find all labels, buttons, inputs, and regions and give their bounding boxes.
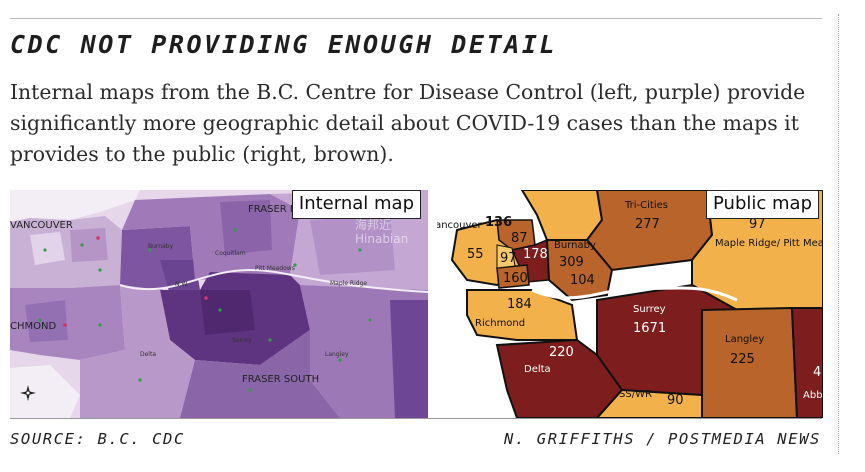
public-label-surrey: Surrey xyxy=(633,304,666,315)
public-value-new-west: 104 xyxy=(570,273,595,288)
internal-label-coquitlam: Coquitlam xyxy=(215,250,246,257)
internal-label-pitt-meadows: Pitt Meadows xyxy=(255,265,295,272)
footer-source: SOURCE: B.C. CDC xyxy=(10,430,185,448)
subhead: Internal maps from the B.C. Centre for D… xyxy=(10,80,806,166)
public-value-maple-ridge: 97 xyxy=(749,217,766,232)
right-dotted-rule xyxy=(838,14,839,454)
internal-label-fraser-north: FRASER N xyxy=(248,204,297,215)
internal-map-tag: Internal map xyxy=(291,190,421,219)
public-label-delta: Delta xyxy=(524,364,551,375)
public-value-van-a: 55 xyxy=(467,247,484,262)
headline: CDC NOT PROVIDING ENOUGH DETAIL xyxy=(10,30,558,59)
public-label-tri-cities: Tri-Cities xyxy=(624,200,668,211)
public-label-richmond: Richmond xyxy=(475,318,525,329)
internal-map: VANCOUVER CHMOND FRASER N FRASER SOUTH B… xyxy=(10,190,428,418)
internal-label-surrey: Surrey xyxy=(232,337,252,344)
internal-map-svg: VANCOUVER CHMOND FRASER N FRASER SOUTH B… xyxy=(10,190,428,418)
public-label-burnaby: Burnaby xyxy=(554,240,596,251)
public-value-van-e: 160 xyxy=(503,271,528,286)
internal-label-vancouver: VANCOUVER xyxy=(10,220,73,231)
public-map-tag: Public map xyxy=(706,190,819,219)
internal-label-fraser-south: FRASER SOUTH xyxy=(242,374,319,385)
internal-label-burnaby: Burnaby xyxy=(148,243,174,250)
public-value-van-b: 97 xyxy=(500,251,517,266)
public-value-burnaby: 309 xyxy=(559,255,584,270)
public-label-vancouver: Vancouver xyxy=(437,220,483,231)
public-map-svg: Vancouver 136 55 97 87 178 160 Burnaby 3… xyxy=(437,190,823,418)
public-label-langley: Langley xyxy=(725,334,764,345)
public-value-ss-wr: 90 xyxy=(667,393,684,408)
public-label-maple-ridge: Maple Ridge/ Pitt Meadows xyxy=(715,238,823,249)
public-value-vancouver: 136 xyxy=(485,215,512,230)
footer-credit: N. GRIFFITHS / POSTMEDIA NEWS xyxy=(503,430,821,448)
compass-rose-icon xyxy=(20,385,36,401)
public-value-van-d: 178 xyxy=(523,247,548,262)
bottom-rule xyxy=(10,418,822,419)
public-value-abbotsford: 4 xyxy=(813,365,821,380)
public-value-delta: 220 xyxy=(549,345,574,360)
public-map: Vancouver 136 55 97 87 178 160 Burnaby 3… xyxy=(437,190,823,418)
public-value-van-c: 87 xyxy=(511,231,528,246)
internal-label-langley: Langley xyxy=(325,351,349,358)
public-value-richmond: 184 xyxy=(507,297,532,312)
internal-label-maple-ridge: Maple Ridge xyxy=(330,280,367,287)
public-value-tri-cities: 277 xyxy=(635,217,660,232)
public-value-surrey: 1671 xyxy=(633,321,666,336)
top-rule xyxy=(10,18,822,19)
internal-label-new-west: N.W. xyxy=(175,281,189,288)
internal-label-richmond: CHMOND xyxy=(10,321,56,332)
public-label-abbotsford: Abb xyxy=(803,390,823,401)
public-value-langley: 225 xyxy=(730,352,755,367)
internal-label-delta: Delta xyxy=(140,351,156,358)
public-label-ss-wr: SS/WR xyxy=(619,389,652,400)
